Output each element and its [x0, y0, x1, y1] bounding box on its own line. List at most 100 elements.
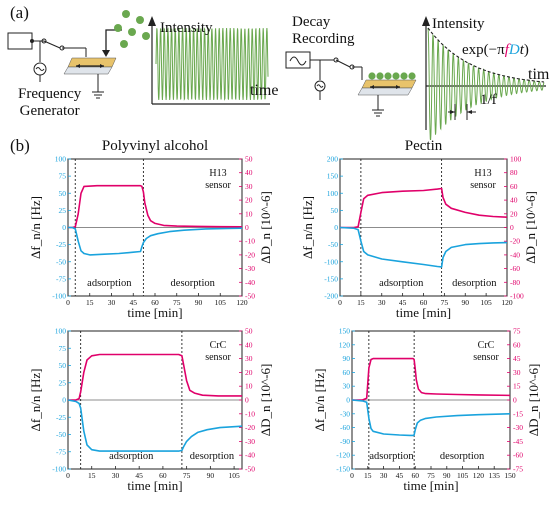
y-right-tick-label: 0 — [245, 223, 249, 232]
y-left-tick-label: 200 — [327, 155, 339, 164]
x-tick-label: 120 — [236, 298, 248, 307]
y-right-tick-label: -60 — [510, 264, 520, 273]
panel-a-label: (a) — [10, 3, 29, 22]
x-tick-label: 15 — [357, 298, 365, 307]
y-left-tick-label: -50 — [328, 240, 338, 249]
dissipation-line — [68, 353, 242, 401]
y-right-tick-label: -30 — [245, 437, 255, 446]
y-right-tick-label: 60 — [510, 182, 518, 191]
adsorption-label: adsorption — [87, 278, 132, 289]
y-right-tick-label: 30 — [513, 368, 521, 377]
x-tick-label: 135 — [489, 471, 501, 480]
chart-1: Polyvinyl alcohol1007550250-25-50-75-100… — [28, 138, 273, 320]
x-tick-label: 90 — [195, 298, 203, 307]
x-tick-label: 30 — [378, 298, 386, 307]
y-right-tick-label: -20 — [245, 423, 255, 432]
x-tick-label: 90 — [207, 471, 215, 480]
x-tick-label: 75 — [427, 471, 435, 480]
y-right-axis-label: ΔD_n [10^-6] — [258, 191, 273, 264]
decay-recording-label: Decay Recording — [292, 14, 355, 47]
x-tick-label: 0 — [66, 298, 70, 307]
y-left-tick-label: -60 — [340, 423, 350, 432]
chart-title: Pectin — [405, 138, 443, 154]
x-axis-label: time [min] — [396, 305, 451, 320]
y-right-tick-label: -45 — [513, 437, 523, 446]
y-right-tick-label: 20 — [510, 209, 518, 218]
frequency-line — [339, 226, 508, 268]
y-right-tick-label: 40 — [510, 196, 518, 205]
y-left-tick-label: -75 — [56, 274, 66, 283]
desorption-label: desorption — [190, 451, 235, 462]
y-right-tick-label: 20 — [245, 368, 253, 377]
formula-D: D — [508, 42, 520, 58]
x-tick-label: 105 — [457, 471, 469, 480]
adsorption-label: adsorption — [109, 451, 154, 462]
x-tick-label: 105 — [215, 298, 227, 307]
molecule-dots — [114, 10, 150, 48]
y-right-tick-label: 10 — [245, 209, 253, 218]
sensor-crystal — [63, 66, 113, 75]
y-left-tick-label: 25 — [59, 378, 67, 387]
desorption-label: desorption — [452, 278, 497, 289]
y-left-tick-label: 50 — [59, 189, 67, 198]
x-tick-label: 15 — [364, 471, 372, 480]
y-right-tick-label: 0 — [245, 396, 249, 405]
y-right-tick-label: 30 — [245, 354, 253, 363]
y-left-axis-label: Δf_n/n [Hz] — [28, 369, 43, 432]
y-left-tick-label: -100 — [52, 465, 66, 474]
x-tick-label: 60 — [159, 471, 167, 480]
y-right-tick-label: -50 — [245, 292, 255, 301]
y-right-tick-label: -30 — [513, 423, 523, 432]
y-left-tick-label: 0 — [62, 396, 66, 405]
y-left-tick-label: -90 — [340, 437, 350, 446]
adsorption-label: adsorption — [369, 451, 414, 462]
y-right-tick-label: -40 — [510, 250, 520, 259]
x-tick-label: 75 — [173, 298, 181, 307]
y-left-tick-label: 120 — [339, 340, 351, 349]
y-right-tick-label: -100 — [510, 292, 524, 301]
desorption-label: desorption — [171, 278, 216, 289]
x-tick-label: 90 — [443, 471, 451, 480]
y-right-tick-label: -40 — [245, 278, 255, 287]
y-left-tick-label: 150 — [327, 172, 339, 181]
adsorbed-dots — [368, 72, 416, 80]
y-left-tick-label: -30 — [340, 409, 350, 418]
y-right-tick-label: -20 — [245, 250, 255, 259]
y-right-tick-label: -30 — [245, 264, 255, 273]
x-tick-label: 45 — [399, 298, 407, 307]
decay-time-label: tim — [528, 66, 550, 83]
x-tick-label: 15 — [88, 471, 96, 480]
chart-title: Polyvinyl alcohol — [102, 138, 208, 154]
y-right-axis-label: ΔD_n [10^-6] — [258, 364, 273, 437]
sensor-name: H13 — [474, 168, 491, 179]
decay-wave — [427, 27, 545, 140]
y-right-tick-label: -75 — [513, 465, 523, 474]
decay-intensity-label: Intensity — [432, 16, 485, 32]
y-right-tick-label: 30 — [245, 182, 253, 191]
x-tick-label: 60 — [420, 298, 428, 307]
y-right-axis-label: ΔD_n [10^-6] — [523, 191, 538, 264]
x-tick-label: 30 — [108, 298, 116, 307]
x-tick-label: 120 — [501, 298, 513, 307]
x-tick-label: 45 — [396, 471, 404, 480]
y-right-tick-label: 40 — [245, 168, 253, 177]
y-left-tick-label: -150 — [336, 465, 350, 474]
freq-generator-label: Frequency Generator — [18, 86, 82, 119]
y-left-tick-label: 60 — [343, 368, 351, 377]
x-tick-label: 105 — [481, 298, 493, 307]
sensor-word: sensor — [473, 352, 499, 363]
y-right-tick-label: 80 — [510, 168, 518, 177]
x-tick-label: 75 — [183, 471, 191, 480]
x-tick-label: 120 — [473, 471, 485, 480]
y-left-tick-label: 100 — [55, 327, 67, 336]
period-label: 1/f — [480, 92, 497, 108]
y-left-tick-label: 30 — [343, 382, 351, 391]
y-right-tick-label: 15 — [513, 382, 521, 391]
y-right-axis-label: ΔD_n [10^-6] — [526, 364, 541, 437]
decay-formula: exp(−πfDt) — [462, 42, 529, 58]
y-right-tick-label: 0 — [510, 223, 514, 232]
switch-lever — [43, 40, 61, 49]
y-right-tick-label: -10 — [245, 409, 255, 418]
y-left-tick-label: -120 — [336, 451, 350, 460]
adsorption-label: adsorption — [379, 278, 424, 289]
